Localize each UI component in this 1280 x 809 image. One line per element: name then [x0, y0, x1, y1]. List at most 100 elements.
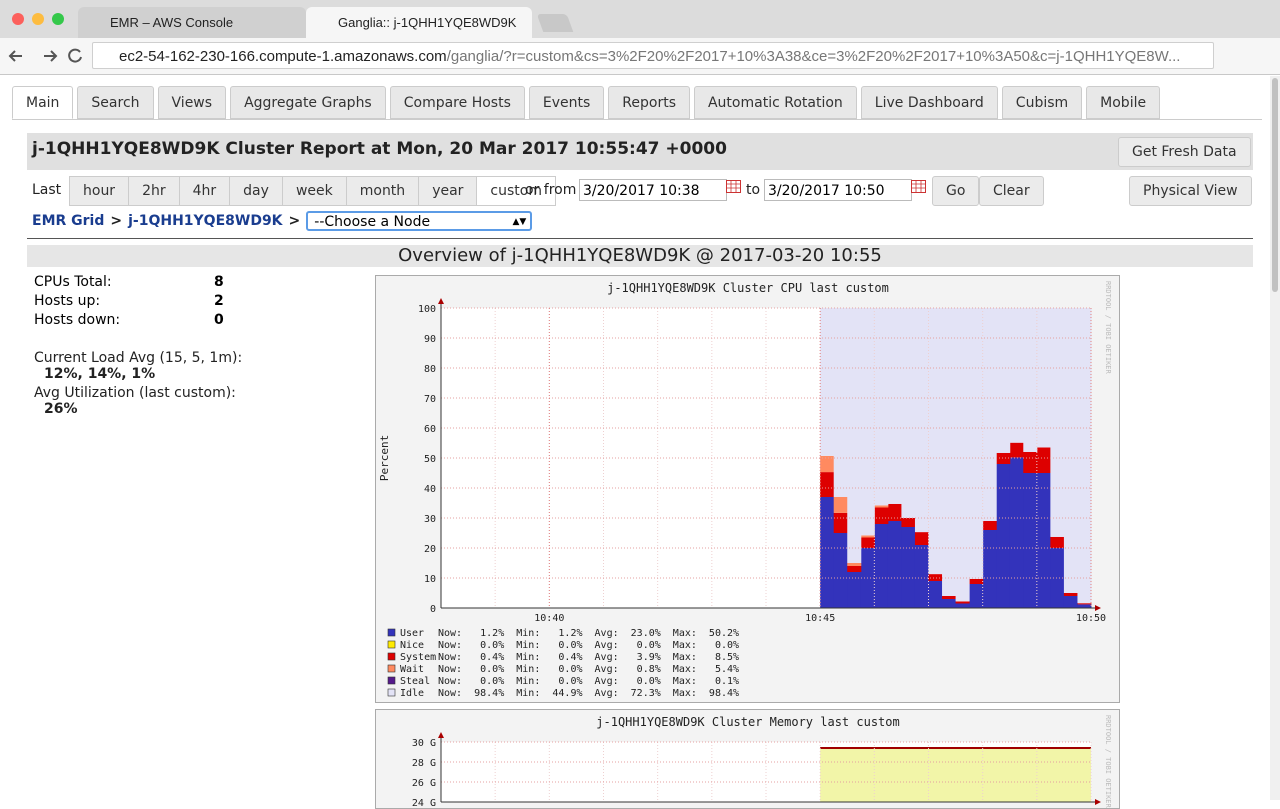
- y-tick-label: 28 G: [412, 758, 436, 769]
- y-tick-label: 100: [418, 304, 436, 315]
- clear-button[interactable]: Clear: [979, 176, 1044, 206]
- y-tick-label: 90: [424, 334, 436, 345]
- bar-segment: [1063, 308, 1078, 593]
- bar-segment: [914, 308, 929, 533]
- browser-tab[interactable]: EMR – AWS Console: [78, 7, 306, 38]
- legend-stats: Now: 0.4% Min: 0.4% Avg: 3.9% Max: 8.5%: [438, 652, 739, 663]
- range-button[interactable]: hour: [69, 176, 130, 206]
- bar-segment: [1009, 457, 1024, 608]
- bar-segment: [928, 574, 943, 581]
- bar-segment: [969, 308, 984, 579]
- area: [820, 748, 1091, 802]
- load-value: 12%, 14%, 1%: [44, 366, 156, 382]
- range-buttons: hour 2hr 4hr day week month year custom: [69, 176, 556, 206]
- bar-segment: [982, 521, 997, 530]
- x-tick-label: 10:50: [1076, 613, 1106, 624]
- credit: RRDTOOL / TOBI OETIKER: [1104, 715, 1112, 809]
- cluster-link[interactable]: j-1QHH1YQE8WD9K: [128, 213, 283, 229]
- grid-link[interactable]: EMR Grid: [32, 213, 105, 229]
- scroll-thumb[interactable]: [1272, 78, 1278, 292]
- bar-segment: [860, 535, 875, 538]
- bar-segment: [955, 308, 970, 602]
- nav-tab[interactable]: Mobile: [1086, 86, 1161, 119]
- bar-segment: [820, 497, 835, 608]
- range-button[interactable]: year: [418, 176, 478, 206]
- bar-segment: [1009, 442, 1024, 458]
- calendar-icon[interactable]: [911, 180, 927, 194]
- bar-segment: [887, 308, 902, 504]
- nav-tabs: Main Search Views Aggregate Graphs Compare H…: [12, 86, 1161, 119]
- nav-tab[interactable]: Aggregate Graphs: [230, 86, 386, 119]
- legend-label: User: [400, 628, 424, 639]
- stat-label: CPUs Total:: [34, 274, 112, 290]
- y-tick-label: 30: [424, 514, 436, 525]
- go-button[interactable]: Go: [932, 176, 980, 206]
- node-select[interactable]: --Choose a Node ▲▼: [306, 211, 533, 231]
- breadcrumb: EMR Grid > j-1QHH1YQE8WD9K > --Choose a …: [32, 211, 533, 231]
- range-button[interactable]: 4hr: [178, 176, 231, 206]
- cluster-stats: CPUs Total: 8 Hosts up: 2 Hosts down: 0: [34, 274, 234, 331]
- bar-segment: [1023, 473, 1038, 608]
- legend-stats: Now: 1.2% Min: 1.2% Avg: 23.0% Max: 50.2…: [438, 628, 739, 639]
- x-tick-label: 10:40: [534, 613, 564, 624]
- bar-segment: [847, 563, 862, 566]
- legend-swatch: [387, 628, 396, 637]
- bar-segment: [833, 497, 848, 513]
- overview-title: Overview of j-1QHH1YQE8WD9K @ 2017-03-20…: [398, 245, 882, 266]
- nav-tab[interactable]: Cubism: [1001, 86, 1083, 119]
- bar-segment: [874, 308, 889, 506]
- bar-segment: [901, 518, 916, 527]
- nav-tab[interactable]: Events: [528, 86, 605, 119]
- bar-segment: [847, 572, 862, 608]
- bar-segment: [833, 533, 848, 608]
- legend-label: System: [400, 652, 436, 663]
- bar-segment: [833, 308, 848, 497]
- bar-segment: [969, 584, 984, 608]
- scrollbar[interactable]: [1270, 76, 1280, 800]
- nav-tab[interactable]: Search: [77, 86, 154, 119]
- nav-tab[interactable]: Reports: [608, 86, 690, 119]
- nav-tab[interactable]: Automatic Rotation: [693, 86, 857, 119]
- new-tab[interactable]: [536, 14, 574, 32]
- chart-title: j-1QHH1YQE8WD9K Cluster CPU last custom: [607, 281, 889, 295]
- overview-header: Overview of j-1QHH1YQE8WD9K @ 2017-03-20…: [27, 245, 1253, 267]
- bar-segment: [955, 601, 970, 604]
- memory-graph[interactable]: j-1QHH1YQE8WD9K Cluster Memory last cust…: [375, 709, 1120, 809]
- range-button[interactable]: week: [281, 176, 347, 206]
- browser-tab[interactable]: Ganglia:: j-1QHH1YQE8WD9K: [306, 7, 532, 38]
- calendar-icon[interactable]: [726, 180, 742, 194]
- range-button[interactable]: custom: [476, 176, 556, 206]
- range-button[interactable]: 2hr: [128, 176, 180, 206]
- refresh-button[interactable]: Get Fresh Data: [1118, 137, 1251, 167]
- from-input[interactable]: 3/20/2017 10:38: [579, 179, 727, 201]
- bar-segment: [901, 308, 916, 518]
- range-button[interactable]: month: [345, 176, 420, 206]
- y-tick-label: 40: [424, 484, 436, 495]
- load-label: Current Load Avg (15, 5, 1m):: [34, 350, 243, 366]
- physical-view-button[interactable]: Physical View: [1129, 176, 1252, 206]
- nav-tab[interactable]: Live Dashboard: [860, 86, 998, 119]
- stat-label: Hosts down:: [34, 312, 121, 328]
- nav-tab[interactable]: Main: [12, 86, 74, 119]
- bar-segment: [847, 308, 862, 563]
- bar-segment: [982, 530, 997, 608]
- bar-segment: [860, 537, 875, 548]
- chart: j-1QHH1YQE8WD9K Cluster Memory last cust…: [412, 715, 1112, 809]
- nav-tab[interactable]: Views: [157, 86, 227, 119]
- bar-segment: [942, 596, 957, 599]
- bar-segment: [1036, 473, 1051, 608]
- url-field[interactable]: ec2-54-162-230-166.compute-1.amazonaws.c…: [92, 42, 1214, 69]
- to-input[interactable]: 3/20/2017 10:50: [764, 179, 912, 201]
- y-tick-label: 20: [424, 544, 436, 555]
- bar-segment: [1050, 536, 1065, 548]
- bar-segment: [1050, 548, 1065, 608]
- report-header: j-1QHH1YQE8WD9K Cluster Report at Mon, 2…: [27, 133, 1253, 170]
- chart: j-1QHH1YQE8WD9K Cluster CPU last custom R…: [378, 281, 1112, 699]
- bar-segment: [1023, 308, 1038, 452]
- range-button[interactable]: day: [229, 176, 283, 206]
- nav-tab[interactable]: Compare Hosts: [389, 86, 525, 119]
- bar-segment: [874, 524, 889, 608]
- cpu-graph[interactable]: j-1QHH1YQE8WD9K Cluster CPU last custom R…: [375, 275, 1120, 703]
- bar-segment: [1063, 593, 1078, 596]
- bar-segment: [942, 308, 957, 596]
